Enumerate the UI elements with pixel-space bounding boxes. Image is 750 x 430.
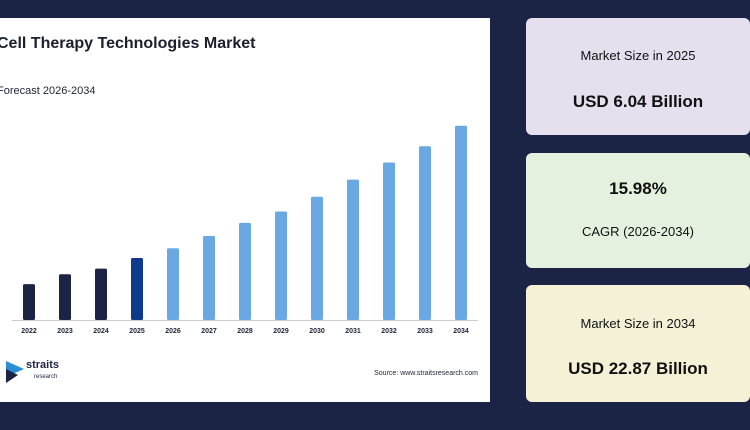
- x-tick-label: 2033: [417, 328, 433, 335]
- chart-subtitle: Forecast 2026-2034: [0, 85, 96, 97]
- stat-card-market-size-2025: Market Size in 2025 USD 6.04 Billion: [526, 18, 750, 135]
- bar-chart: 2022 2023 2024 2025 2026 2027 2028 2029 2030 2031…: [12, 125, 478, 335]
- bar-2028: [239, 222, 251, 320]
- straits-logo: straits research: [6, 359, 76, 389]
- stat-value: USD 22.87 Billion: [568, 359, 708, 378]
- bar-2031: [347, 179, 359, 320]
- bar-2024: [95, 268, 107, 320]
- x-tick-label: 2029: [273, 328, 289, 335]
- x-tick-label: 2025: [129, 328, 145, 335]
- bar-2026: [167, 248, 179, 320]
- bar-2030: [311, 196, 323, 320]
- stat-label: CAGR (2026-2034): [582, 224, 694, 239]
- x-tick-label: 2034: [453, 328, 469, 335]
- x-tick-label: 2031: [345, 328, 361, 335]
- logo-name: straits: [26, 359, 60, 371]
- stat-label: Market Size in 2025: [580, 48, 696, 63]
- stat-label: Market Size in 2034: [580, 316, 696, 331]
- stat-value: USD 6.04 Billion: [572, 92, 704, 111]
- logo-subtext: research: [34, 374, 58, 380]
- logo-mark-icon: [6, 361, 24, 383]
- bar-2023: [59, 274, 71, 320]
- x-tick-label: 2027: [201, 328, 217, 335]
- bar-2034: [455, 125, 467, 321]
- x-tick-label: 2030: [309, 328, 325, 335]
- x-tick-label: 2026: [165, 328, 181, 335]
- bar-2027: [203, 235, 215, 320]
- bar-2029: [275, 211, 287, 320]
- x-tick-label: 2023: [57, 328, 73, 335]
- chart-title: Cell Therapy Technologies Market: [0, 35, 256, 52]
- bar-2032: [383, 162, 395, 320]
- x-tick-label: 2032: [381, 328, 397, 335]
- stat-card-cagr: 15.98% CAGR (2026-2034): [526, 153, 750, 268]
- x-tick-label: 2024: [93, 328, 109, 335]
- bar-2022: [23, 284, 35, 320]
- chart-card: Cell Therapy Technologies Market Forecas…: [0, 18, 490, 402]
- bar-2033: [419, 146, 431, 320]
- bar-2025: [131, 257, 143, 320]
- source-note: Source: www.straitsresearch.com: [374, 370, 478, 377]
- stat-value: 15.98%: [609, 179, 667, 198]
- x-tick-label: 2028: [237, 328, 253, 335]
- x-tick-label: 2022: [21, 328, 37, 335]
- stat-card-market-size-2034: Market Size in 2034 USD 22.87 Billion: [526, 285, 750, 402]
